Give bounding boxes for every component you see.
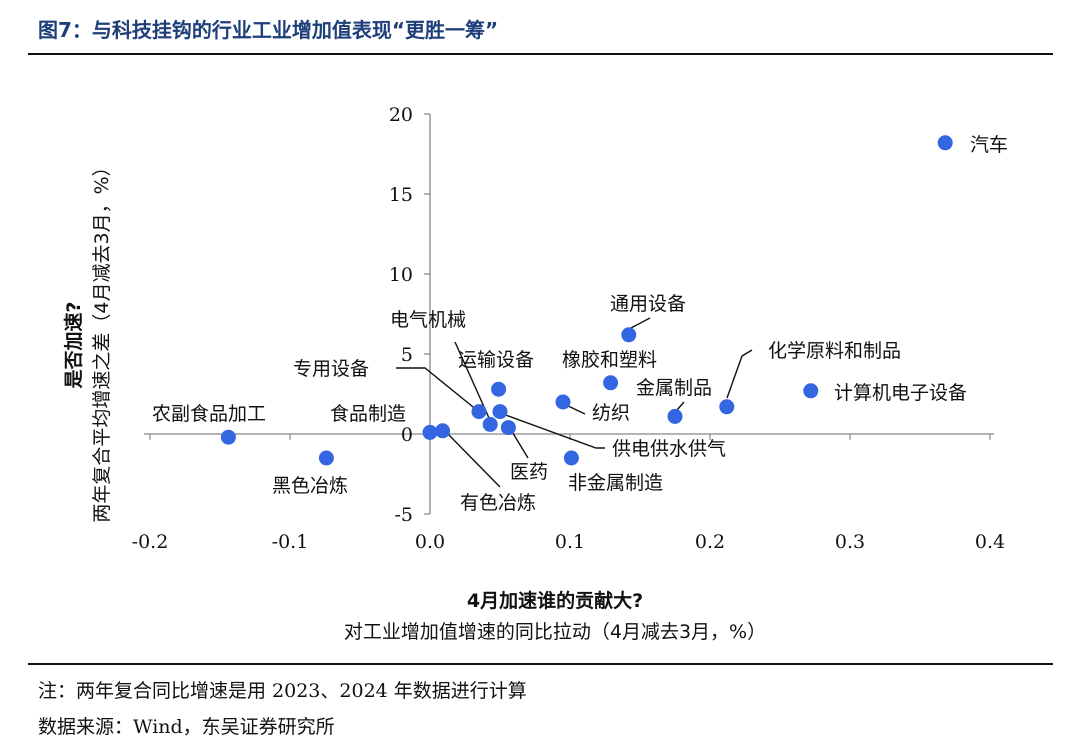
data-label-1: 计算机电子设备 (834, 382, 967, 404)
x-axis-subtitle: 对工业增加值增速的同比拉动（4月减去3月，%） (344, 621, 766, 643)
data-point-14 (422, 424, 438, 440)
data-label-3: 金属制品 (636, 377, 712, 399)
leader-line-11 (499, 412, 605, 449)
source-note: 数据来源：Wind，东吴证券研究所 (38, 716, 335, 738)
y-tick-label: 20 (389, 104, 413, 126)
data-label-0: 汽车 (970, 134, 1008, 156)
y-tick-label: 0 (401, 424, 413, 446)
data-point-16 (220, 429, 236, 445)
leader-line-3 (676, 401, 685, 411)
y-tick-label: 5 (401, 344, 413, 366)
data-label-10: 专用设备 (293, 358, 369, 380)
data-label-16: 农副食品加工 (152, 403, 266, 425)
x-tick-label: 0.4 (975, 531, 1005, 553)
data-point-13 (435, 423, 451, 439)
x-tick-label: 0.2 (695, 531, 725, 553)
data-label-7: 非金属制造 (568, 472, 663, 494)
leader-line-9 (454, 341, 490, 419)
y-tick-label: -5 (394, 504, 413, 526)
data-label-11: 供电供水供气 (612, 438, 726, 460)
data-label-13: 有色冶炼 (460, 492, 536, 514)
data-point-9 (482, 416, 498, 432)
data-point-3 (667, 408, 683, 424)
figure-title: 图7：与科技挂钩的行业工业增加值表现“更胜一筹” (38, 18, 499, 42)
x-axis-title: 4月加速谁的贡献大? (467, 589, 643, 612)
data-point-8 (491, 381, 507, 397)
y-tick-label: 15 (389, 184, 413, 206)
x-tick-label: 0.1 (555, 531, 585, 553)
data-point-4 (621, 327, 637, 343)
leader-line-10 (396, 367, 479, 412)
footnote: 注：两年复合同比增速是用 2023、2024 年数据进行计算 (38, 680, 527, 702)
data-point-5 (603, 375, 619, 391)
scatter-chart: -0.2 -0.1 0.0 0.1 0.2 0.3 0.4 -5 0 5 10 15 20 4月加速谁的贡… (62, 104, 1008, 643)
data-label-9: 电气机械 (390, 309, 466, 331)
x-tick-label: -0.2 (132, 531, 169, 553)
data-label-4: 通用设备 (610, 293, 686, 315)
y-tick-label: 10 (389, 264, 413, 286)
bottom-rule (28, 663, 1053, 665)
data-point-0 (937, 135, 953, 151)
leader-line-4 (628, 317, 651, 330)
data-point-10 (471, 404, 487, 420)
data-label-12: 医药 (510, 461, 548, 483)
y-axis-title: 是否加速? (62, 301, 85, 388)
data-label-8: 运输设备 (458, 349, 534, 371)
x-tick-label: -0.1 (272, 531, 309, 553)
data-label-15: 黑色冶炼 (272, 475, 348, 497)
data-label-6: 纺织 (592, 402, 630, 424)
data-label-2: 化学原料和制品 (768, 340, 901, 362)
x-tick-label: 0.0 (415, 531, 445, 553)
y-axis-subtitle: 两年复合平均增速之差（4月减去3月，%） (91, 157, 113, 522)
leader-line-2 (726, 349, 753, 399)
data-point-2 (719, 399, 735, 415)
data-point-1 (803, 383, 819, 399)
top-rule (28, 53, 1053, 55)
x-tick-label: 0.3 (835, 531, 865, 553)
data-label-14: 食品制造 (330, 403, 406, 425)
data-point-15 (318, 450, 334, 466)
leader-line-13 (442, 428, 501, 488)
data-point-7 (563, 450, 579, 466)
data-point-11 (492, 404, 508, 420)
data-point-12 (500, 420, 516, 436)
data-label-5: 橡胶和塑料 (562, 349, 657, 371)
data-point-6 (555, 394, 571, 410)
